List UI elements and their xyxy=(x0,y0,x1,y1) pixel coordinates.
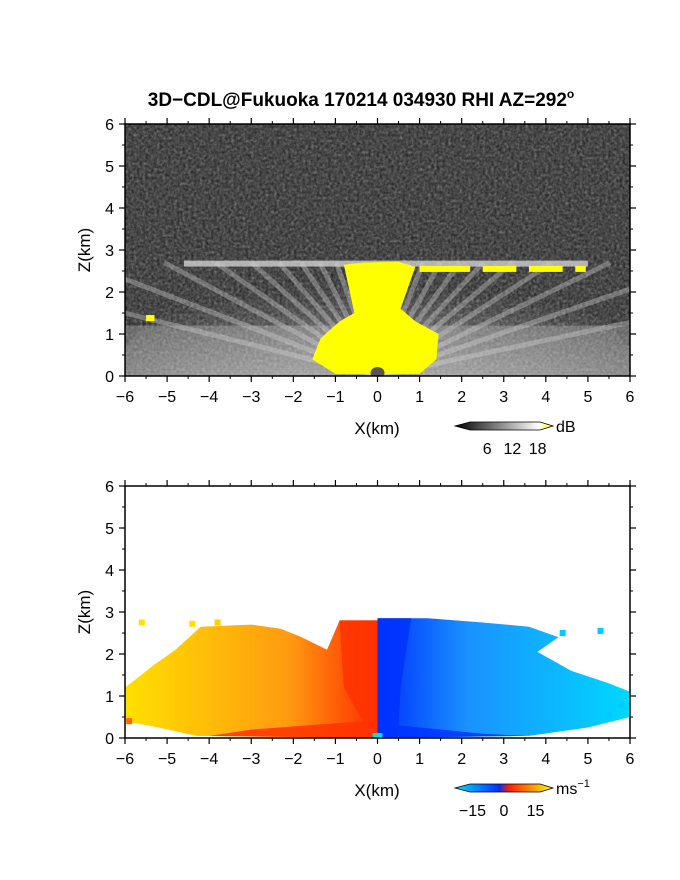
y-tick-label: 5 xyxy=(105,159,114,176)
velocity-scatter-pixel xyxy=(618,701,625,708)
x-tick-label: −3 xyxy=(242,389,260,406)
colorbar-tick-label: −15 xyxy=(459,803,486,820)
velocity-negative-region xyxy=(377,618,630,738)
x-tick-label: 6 xyxy=(626,751,635,768)
backscatter-high-echo-streak xyxy=(419,265,471,272)
colorbar-tick-label: 0 xyxy=(500,803,509,820)
backscatter-y-axis-label: Z(km) xyxy=(75,228,94,272)
x-tick-label: 4 xyxy=(541,751,550,768)
backscatter-high-echo-streak xyxy=(575,265,586,272)
x-tick-label: −1 xyxy=(326,389,344,406)
x-tick-label: 5 xyxy=(583,751,592,768)
x-tick-label: −4 xyxy=(200,751,218,768)
x-tick-label: −5 xyxy=(158,751,176,768)
x-tick-label: 0 xyxy=(373,389,382,406)
backscatter-high-echo-streak xyxy=(482,265,517,272)
velocity-origin-mark xyxy=(372,733,383,738)
colorbar-tick-label: 18 xyxy=(529,441,547,458)
y-tick-label: 1 xyxy=(105,689,114,706)
velocity-axes: −6 −5 −4 −3 −2 −1 0 1 2 3 4 5 6 0 1 2 3 4 5 6 xyxy=(105,479,636,768)
velocity-colorbar: −15 0 15 ms−1 xyxy=(453,778,590,820)
colorbar-tick-label: 6 xyxy=(483,441,492,458)
x-tick-label: 2 xyxy=(457,389,466,406)
x-tick-label: −2 xyxy=(284,751,302,768)
x-tick-label: −6 xyxy=(116,751,134,768)
x-tick-label: 3 xyxy=(499,389,508,406)
y-tick-label: 4 xyxy=(105,563,114,580)
y-tick-label: 5 xyxy=(105,521,114,538)
y-tick-label: 6 xyxy=(105,117,114,134)
backscatter-high-echo-streak xyxy=(146,315,155,322)
x-tick-label: 5 xyxy=(583,389,592,406)
x-tick-label: −2 xyxy=(284,389,302,406)
backscatter-x-axis-label: X(km) xyxy=(354,419,399,438)
x-tick-label: 3 xyxy=(499,751,508,768)
x-tick-label: −6 xyxy=(116,389,134,406)
x-tick-label: 4 xyxy=(541,389,550,406)
figure-title: 3D−CDL@Fukuoka 170214 034930 RHI AZ=292o xyxy=(148,87,575,111)
velocity-strong-positive-column xyxy=(209,620,378,738)
velocity-scatter-pixel xyxy=(214,619,221,626)
x-tick-label: 2 xyxy=(457,751,466,768)
velocity-colorbar-ticks: −15 0 15 xyxy=(459,803,545,820)
y-tick-label: 6 xyxy=(105,479,114,496)
velocity-scatter-pixel xyxy=(559,630,566,636)
backscatter-origin-mark xyxy=(370,367,385,376)
colorbar-tick-label: 15 xyxy=(527,803,545,820)
velocity-panel: −6 −5 −4 −3 −2 −1 0 1 2 3 4 5 6 0 1 2 3 4 5 6 X(km) Z(km) −… xyxy=(75,479,636,820)
x-tick-label: 1 xyxy=(415,389,424,406)
velocity-colorbar-unit: ms−1 xyxy=(556,778,590,798)
velocity-scatter-pixel xyxy=(189,620,196,627)
velocity-strong-negative-column xyxy=(377,618,525,738)
y-tick-label: 1 xyxy=(105,327,114,344)
backscatter-high-echo-streak xyxy=(529,265,563,272)
x-tick-label: 1 xyxy=(415,751,424,768)
y-tick-label: 3 xyxy=(105,243,114,260)
backscatter-echo-features xyxy=(125,260,630,376)
x-tick-label: 0 xyxy=(373,751,382,768)
backscatter-high-echo-region xyxy=(312,261,439,374)
backscatter-axes: −6 −5 −4 −3 −2 −1 0 1 2 3 4 5 6 0 1 2 3 4 5 6 xyxy=(105,117,636,406)
backscatter-colorbar-ticks: 6 12 18 xyxy=(483,441,547,458)
y-tick-label: 0 xyxy=(105,369,114,386)
velocity-y-axis-label: Z(km) xyxy=(75,590,94,634)
velocity-scatter-pixel xyxy=(138,619,145,626)
velocity-scatter-pixel xyxy=(126,718,133,725)
backscatter-colorbar-unit: dB xyxy=(556,419,576,436)
y-tick-label: 2 xyxy=(105,285,114,302)
velocity-x-axis-label: X(km) xyxy=(354,781,399,800)
velocity-colorbar-bar xyxy=(453,783,555,793)
y-tick-label: 3 xyxy=(105,605,114,622)
y-tick-label: 2 xyxy=(105,647,114,664)
x-tick-label: −1 xyxy=(326,751,344,768)
x-tick-label: −4 xyxy=(200,389,218,406)
backscatter-colorbar: 6 12 18 dB xyxy=(453,419,576,458)
velocity-scatter-pixel xyxy=(597,627,604,634)
velocity-echo-features xyxy=(125,618,630,738)
backscatter-colorbar-bar xyxy=(453,421,555,431)
y-tick-label: 4 xyxy=(105,201,114,218)
x-tick-label: −5 xyxy=(158,389,176,406)
y-tick-label: 0 xyxy=(105,731,114,748)
colorbar-tick-label: 12 xyxy=(504,441,522,458)
x-tick-label: −3 xyxy=(242,751,260,768)
velocity-positive-region xyxy=(125,620,378,738)
velocity-scatter-pixel xyxy=(605,711,612,718)
x-tick-label: 6 xyxy=(626,389,635,406)
